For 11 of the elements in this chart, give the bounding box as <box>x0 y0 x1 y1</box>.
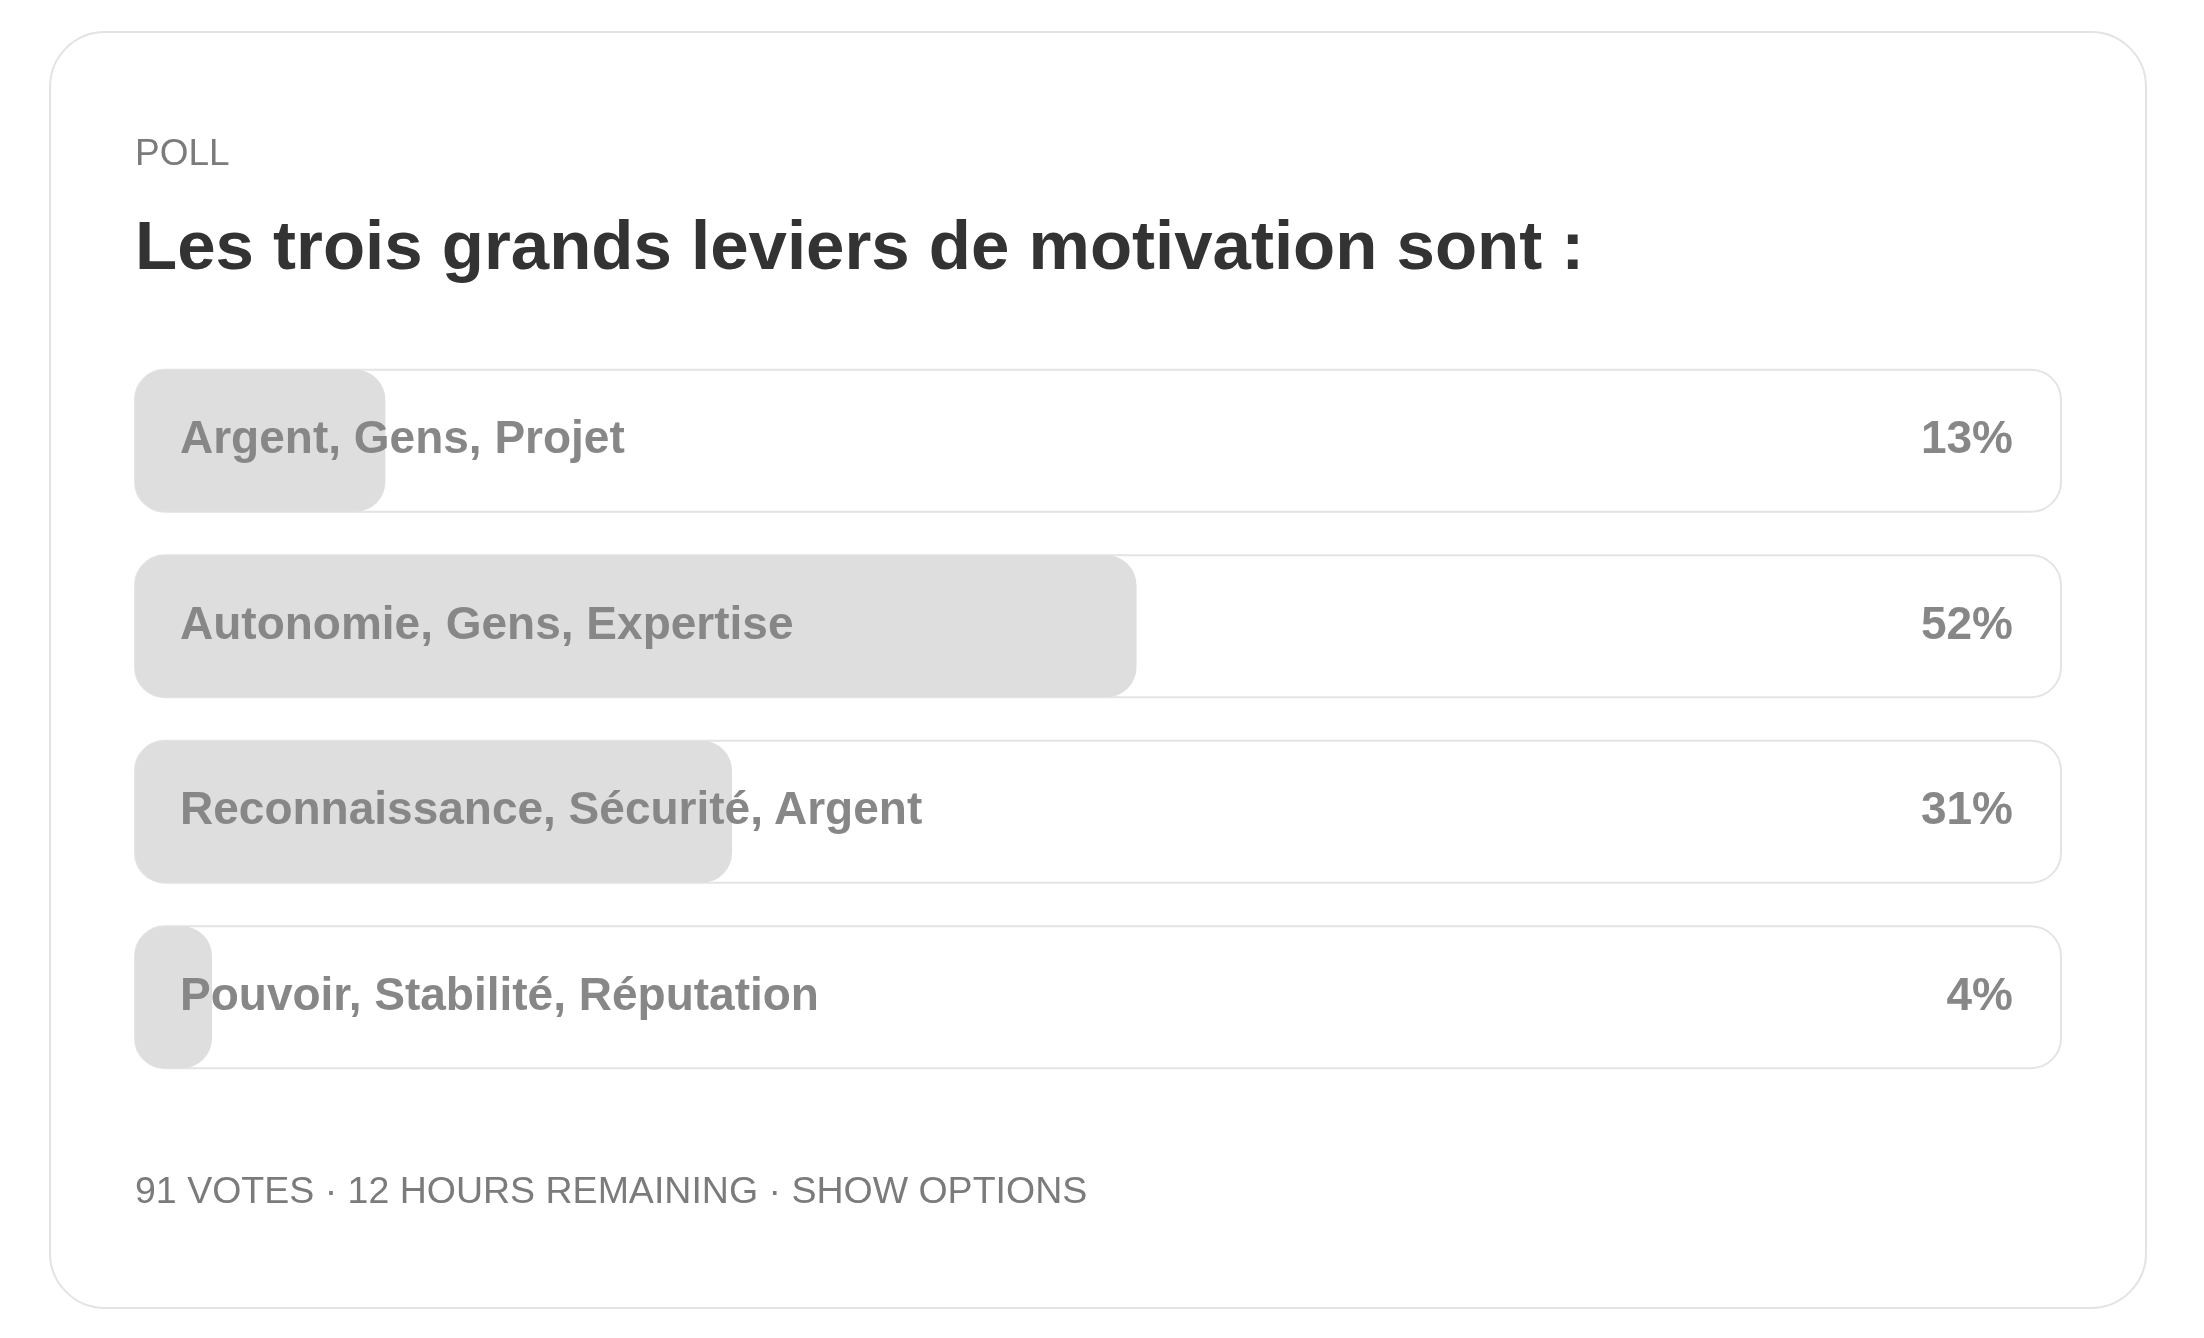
chart-title: Les trois grands leviers de motivation sont : <box>135 207 1585 284</box>
chart-subtitle: POLL <box>135 131 230 175</box>
data-label: 31% <box>1920 782 2013 835</box>
y-tick-label: Pouvoir, Stabilité, Réputation <box>180 967 819 1020</box>
data-label: 13% <box>1920 411 2013 464</box>
data-label: 4% <box>1946 967 2013 1020</box>
y-tick-label: Argent, Gens, Projet <box>180 411 625 464</box>
y-tick-label: Reconnaissance, Sécurité, Argent <box>180 782 923 835</box>
y-tick-label: Autonomie, Gens, Expertise <box>180 596 794 649</box>
data-label: 52% <box>1920 596 2013 649</box>
text: 91 VOTES · 12 HOURS REMAINING · SHOW OPTIONS <box>135 1168 1088 1213</box>
